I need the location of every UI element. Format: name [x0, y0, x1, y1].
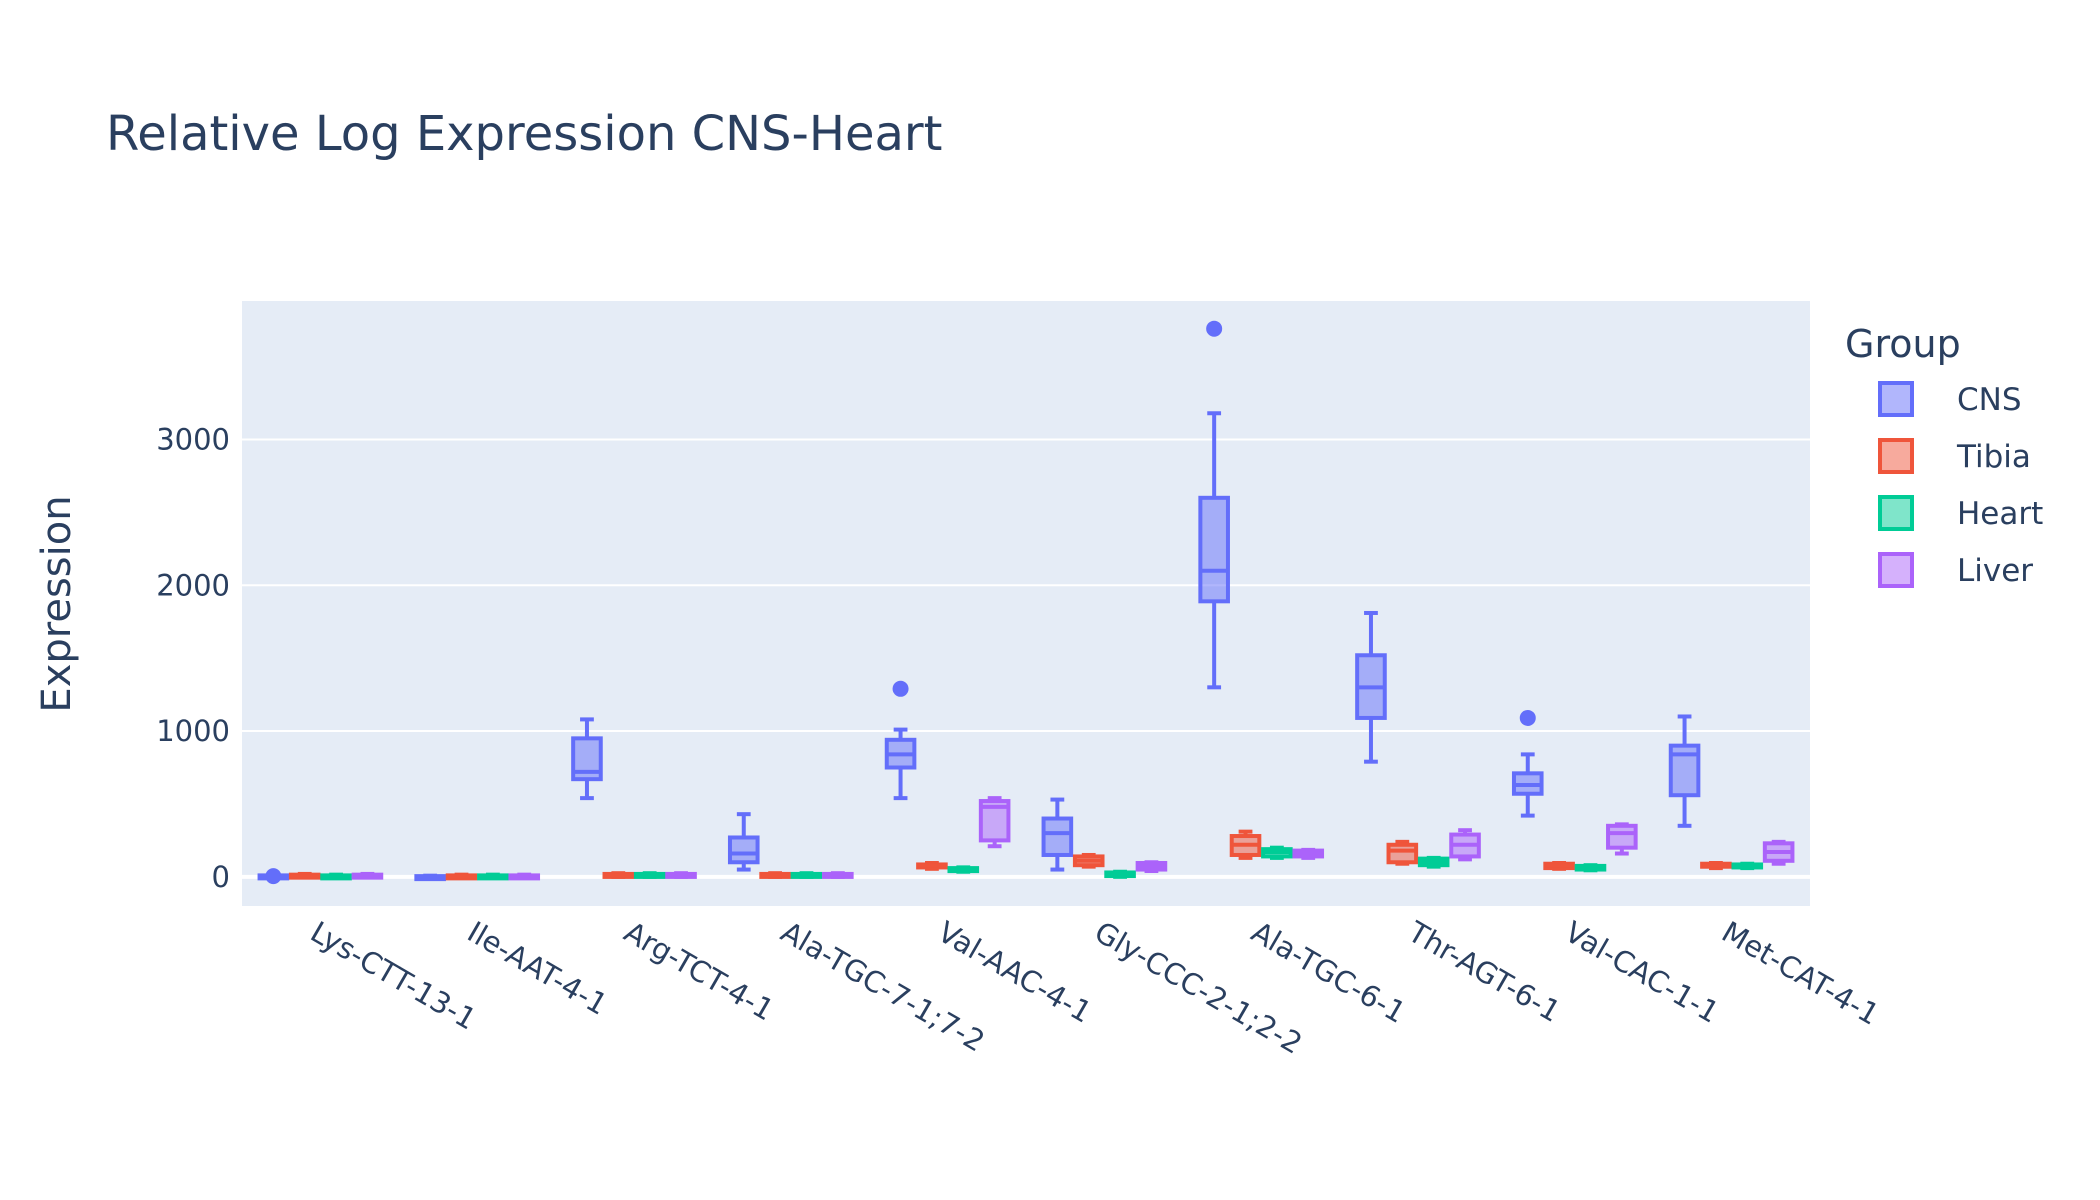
box-iqr [1606, 823, 1638, 850]
chart-title: Relative Log Expression CNS-Heart [106, 106, 942, 162]
box-heart-8 [1574, 863, 1607, 873]
box-tibia-1 [445, 872, 478, 881]
legend-item-liver: Liver [1878, 552, 2033, 589]
box-cns-7 [1355, 610, 1387, 764]
box-heart-9 [1731, 861, 1764, 871]
plot-area [242, 301, 1810, 906]
box-cns-4 [884, 680, 917, 801]
box-heart-6 [1261, 845, 1293, 860]
legend-label: CNS [1957, 382, 2022, 418]
box-cns-6 [1198, 320, 1230, 690]
x-tick-label: Arg-TCT-4-1 [619, 915, 780, 1028]
legend-item-cns: CNS [1878, 381, 2022, 418]
box-liver-1 [508, 872, 541, 881]
box-tibia-0 [288, 871, 321, 880]
x-tick-label: Lys-CTT-13-1 [305, 915, 482, 1037]
box-tibia-3 [759, 871, 791, 879]
legend-item-tibia: Tibia [1878, 438, 2031, 475]
y-tick-label: 0 [212, 860, 230, 894]
x-tick-label: Met-CAT-4-1 [1716, 915, 1885, 1032]
box-liver-6 [1292, 847, 1325, 860]
legend-label: Liver [1957, 553, 2033, 589]
box-heart-2 [633, 871, 666, 879]
x-tick-label: Thr-AGT-6-1 [1402, 914, 1567, 1029]
box-heart-4 [947, 865, 980, 874]
y-axis-title: Expression [34, 495, 80, 712]
box-traces [257, 320, 1795, 885]
legend-swatch [1878, 495, 1914, 531]
box-cns-0 [257, 868, 290, 885]
legend: Group CNS Tibia Heart Liver [1845, 322, 2043, 589]
outlier-point [892, 680, 909, 697]
box-liver-8 [1606, 822, 1638, 856]
box-tibia-7 [1386, 839, 1419, 866]
outlier-point [1519, 709, 1536, 726]
box-cns-8 [1511, 709, 1544, 818]
box-liver-5 [1135, 860, 1168, 874]
box-cns-1 [414, 873, 446, 882]
box-tibia-5 [1072, 852, 1105, 869]
series-tibia [288, 829, 1732, 881]
x-tick-label: Val-CAC-1-1 [1559, 915, 1725, 1030]
box-heart-7 [1417, 855, 1450, 869]
legend-label: Heart [1957, 496, 2043, 532]
series-heart [320, 845, 1764, 881]
y-axis-ticks: 0 1000 2000 3000 [156, 422, 230, 893]
box-iqr [1386, 842, 1419, 865]
y-tick-label: 1000 [156, 714, 230, 748]
legend-swatch [1878, 438, 1914, 474]
legend-swatch [1878, 381, 1914, 417]
box-cns-2 [571, 717, 603, 801]
box-iqr [1041, 816, 1074, 857]
box-cns-5 [1041, 797, 1074, 872]
box-iqr [1198, 495, 1230, 604]
box-liver-0 [351, 871, 384, 880]
box-tibia-2 [602, 871, 635, 879]
box-heart-3 [790, 871, 823, 879]
box-liver-9 [1762, 839, 1795, 866]
y-tick-label: 3000 [156, 422, 230, 456]
box-tibia-8 [1543, 860, 1575, 871]
legend-swatch [1878, 552, 1914, 588]
box-liver-2 [665, 871, 697, 879]
series-cns [257, 320, 1701, 885]
box-liver-4 [978, 796, 1011, 849]
series-liver [351, 796, 1795, 881]
legend-item-heart: Heart [1878, 495, 2043, 532]
outlier-point [265, 868, 282, 885]
box-liver-7 [1449, 828, 1481, 862]
outlier-point [1206, 320, 1223, 337]
y-tick-label: 2000 [156, 568, 230, 602]
x-tick-label: Ile-AAT-4-1 [462, 915, 614, 1022]
box-iqr [727, 835, 760, 865]
box-heart-1 [477, 872, 509, 881]
box-cns-3 [727, 812, 760, 872]
box-tibia-6 [1229, 829, 1262, 860]
box-tibia-9 [1700, 860, 1732, 871]
box-cns-9 [1668, 714, 1701, 828]
legend-title: Group [1845, 322, 1961, 366]
box-tibia-4 [916, 860, 948, 871]
box-heart-5 [1104, 869, 1136, 879]
box-heart-0 [320, 872, 352, 881]
box-liver-3 [822, 871, 854, 879]
legend-label: Tibia [1956, 439, 2031, 475]
